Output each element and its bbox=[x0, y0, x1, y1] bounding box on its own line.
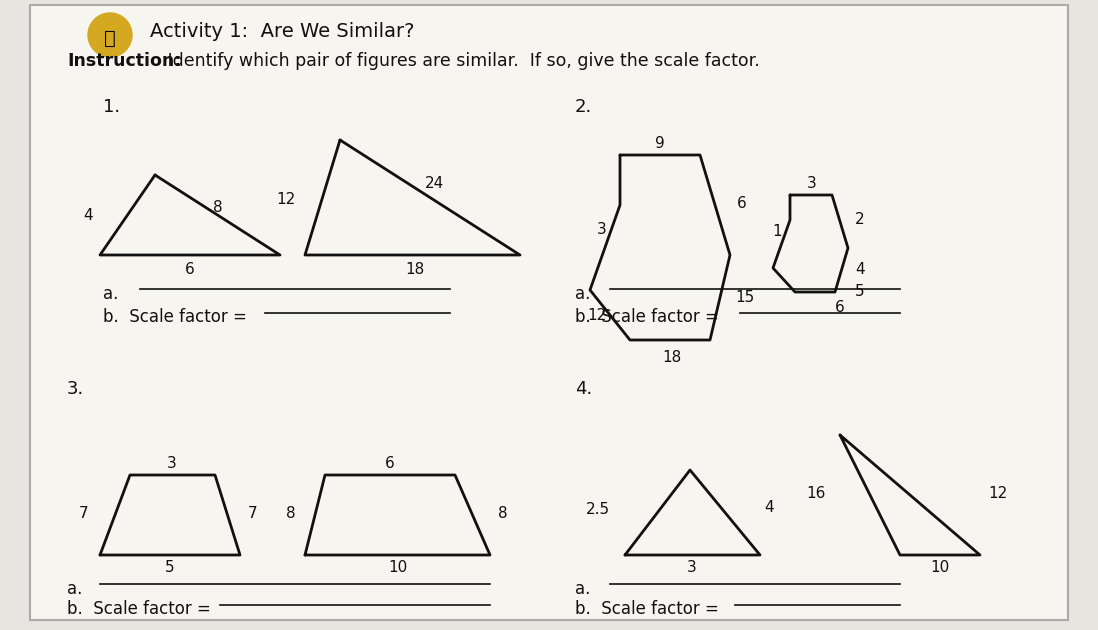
Text: 8: 8 bbox=[498, 505, 507, 520]
Text: 5: 5 bbox=[165, 561, 175, 575]
Text: 3.: 3. bbox=[67, 380, 85, 398]
Text: 15: 15 bbox=[735, 290, 754, 306]
Text: 3: 3 bbox=[167, 455, 177, 471]
Text: 10: 10 bbox=[930, 561, 950, 575]
Text: 6: 6 bbox=[385, 455, 395, 471]
Text: a.: a. bbox=[103, 285, 119, 303]
Text: b.  Scale factor =: b. Scale factor = bbox=[103, 308, 253, 326]
Text: a.: a. bbox=[575, 285, 591, 303]
Text: 8: 8 bbox=[287, 505, 296, 520]
Text: 12: 12 bbox=[988, 486, 1007, 500]
Text: b.  Scale factor =: b. Scale factor = bbox=[67, 600, 216, 618]
Text: b.  Scale factor =: b. Scale factor = bbox=[575, 308, 724, 326]
Text: 10: 10 bbox=[389, 561, 407, 575]
Text: 9: 9 bbox=[656, 135, 665, 151]
Text: 6: 6 bbox=[186, 263, 194, 277]
Text: Activity 1:  Are We Similar?: Activity 1: Are We Similar? bbox=[150, 22, 415, 41]
Text: 18: 18 bbox=[405, 263, 425, 277]
Text: 3: 3 bbox=[807, 176, 817, 190]
Text: 4: 4 bbox=[764, 500, 774, 515]
Text: 3: 3 bbox=[687, 561, 697, 575]
Text: 7: 7 bbox=[78, 505, 88, 520]
Text: 4.: 4. bbox=[575, 380, 592, 398]
Text: 3: 3 bbox=[597, 222, 607, 238]
Text: Identify which pair of figures are similar.  If so, give the scale factor.: Identify which pair of figures are simil… bbox=[163, 52, 760, 70]
Text: 6: 6 bbox=[737, 195, 747, 210]
Text: a.: a. bbox=[575, 580, 591, 598]
Text: b.  Scale factor =: b. Scale factor = bbox=[575, 600, 724, 618]
Text: 1: 1 bbox=[772, 224, 782, 239]
Text: 🎓: 🎓 bbox=[104, 28, 116, 47]
Text: 2: 2 bbox=[855, 212, 864, 227]
Text: a.: a. bbox=[67, 580, 82, 598]
Text: 7: 7 bbox=[248, 505, 258, 520]
Text: 5: 5 bbox=[855, 285, 864, 299]
Circle shape bbox=[88, 13, 132, 57]
Text: 4: 4 bbox=[83, 207, 93, 222]
Text: 12: 12 bbox=[277, 193, 296, 207]
Text: 12: 12 bbox=[587, 309, 607, 323]
FancyBboxPatch shape bbox=[30, 5, 1068, 620]
Text: 4: 4 bbox=[855, 263, 864, 277]
Text: Instruction:: Instruction: bbox=[67, 52, 181, 70]
Text: 16: 16 bbox=[807, 486, 826, 500]
Text: 2.: 2. bbox=[575, 98, 592, 116]
Text: 1.: 1. bbox=[103, 98, 120, 116]
Text: 8: 8 bbox=[213, 200, 223, 214]
Text: 24: 24 bbox=[424, 176, 444, 190]
Text: 18: 18 bbox=[662, 350, 682, 365]
Text: 2.5: 2.5 bbox=[586, 503, 610, 517]
Text: 6: 6 bbox=[836, 301, 844, 316]
